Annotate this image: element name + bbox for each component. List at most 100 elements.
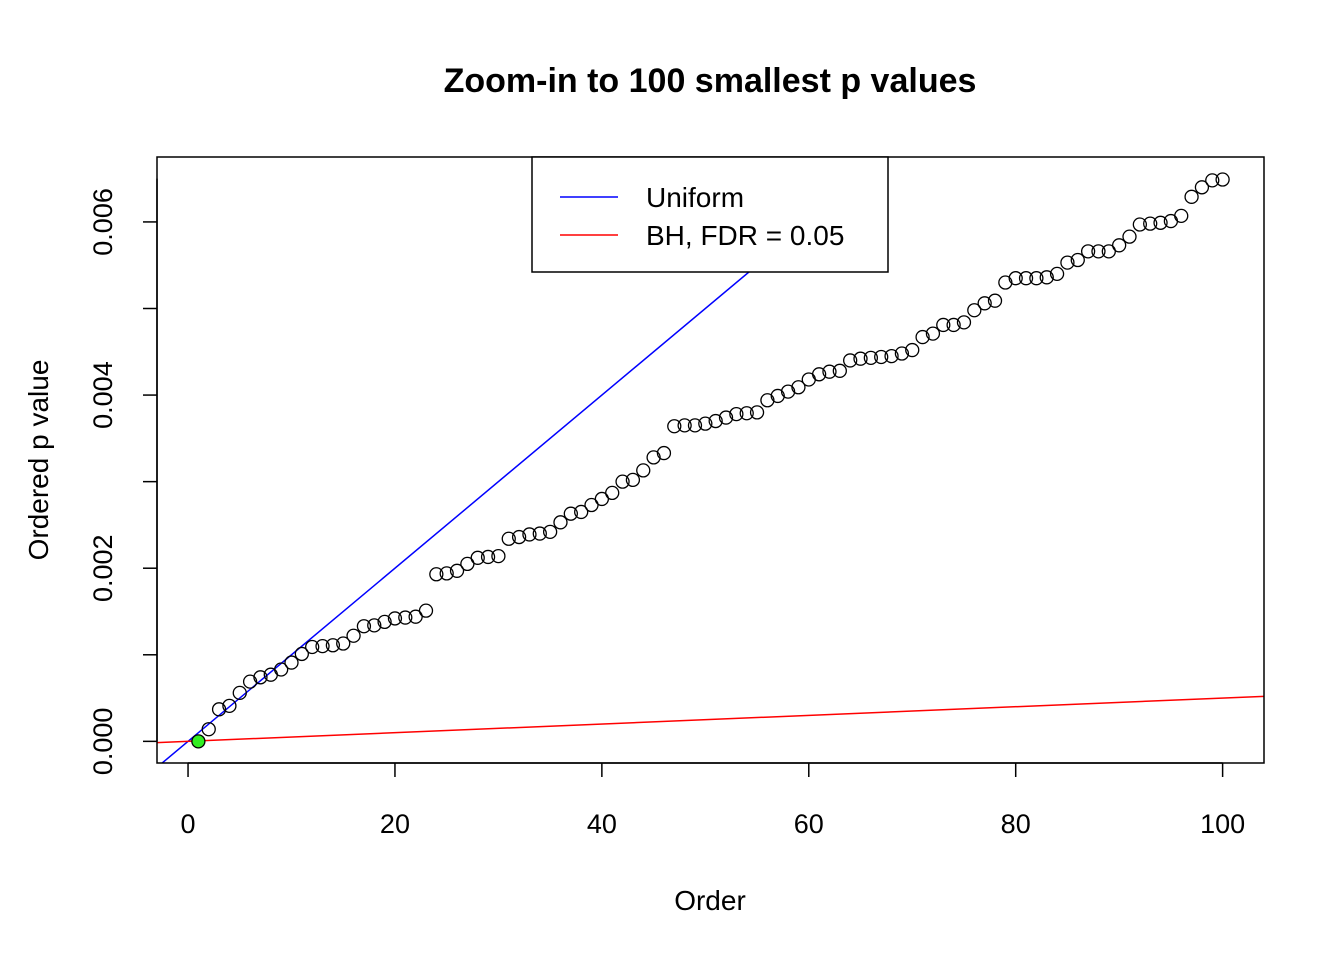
data-point xyxy=(863,350,879,365)
data-point xyxy=(791,380,806,395)
data-point xyxy=(356,619,372,634)
data-point xyxy=(305,639,320,655)
data-point xyxy=(511,529,527,545)
legend-label-bh: BH, FDR = 0.05 xyxy=(646,220,844,251)
data-point xyxy=(449,563,465,578)
data-point xyxy=(894,346,910,361)
y-axis-label: Ordered p value xyxy=(23,360,54,561)
data-point xyxy=(460,556,475,572)
highlighted-point xyxy=(191,734,206,749)
data-point xyxy=(1153,215,1168,230)
x-tick-label: 100 xyxy=(1200,809,1245,839)
data-point xyxy=(718,410,734,425)
data-point xyxy=(708,413,723,429)
data-point xyxy=(542,524,558,540)
data-point xyxy=(925,326,941,341)
data-point xyxy=(832,363,847,378)
data-point xyxy=(584,497,599,513)
data-point xyxy=(1132,217,1148,232)
data-point xyxy=(1143,216,1158,231)
data-point xyxy=(1008,271,1023,286)
data-point xyxy=(615,474,630,489)
data-point xyxy=(532,526,547,541)
data-point xyxy=(1112,238,1127,253)
x-tick-label: 20 xyxy=(380,809,410,839)
uniform-line xyxy=(161,157,888,763)
x-tick-label: 60 xyxy=(794,809,824,839)
data-point xyxy=(749,405,765,420)
data-point xyxy=(242,674,258,689)
data-point xyxy=(470,550,485,565)
x-tick-label: 40 xyxy=(587,809,617,839)
data-point xyxy=(315,638,330,654)
x-tick-label: 80 xyxy=(1001,809,1031,839)
data-point xyxy=(729,406,744,422)
data-point xyxy=(325,638,341,653)
data-point xyxy=(1174,208,1189,224)
x-axis-label: Order xyxy=(674,885,746,916)
legend-box xyxy=(531,156,889,273)
x-tick-label: 0 xyxy=(181,809,196,839)
data-point xyxy=(801,372,816,387)
data-point xyxy=(967,303,982,318)
data-point xyxy=(843,353,858,368)
data-point xyxy=(656,445,672,461)
data-point xyxy=(987,293,1003,308)
data-point xyxy=(222,698,237,714)
data-point xyxy=(687,418,703,433)
data-point xyxy=(1029,271,1044,286)
data-point xyxy=(811,367,827,382)
data-point xyxy=(605,485,620,501)
data-point xyxy=(874,349,889,365)
data-point xyxy=(284,655,299,670)
data-point xyxy=(211,702,227,717)
data-point xyxy=(491,548,506,564)
data-point xyxy=(439,566,454,581)
data-point xyxy=(480,549,496,565)
data-point xyxy=(677,418,692,433)
data-point xyxy=(698,416,713,431)
data-point xyxy=(273,662,289,677)
data-point xyxy=(936,317,951,333)
data-point xyxy=(1122,229,1137,244)
data-point xyxy=(946,317,961,333)
x-axis: 0 20 40 60 80 100 xyxy=(181,762,1245,839)
reference-lines xyxy=(157,157,1264,763)
data-point xyxy=(1018,271,1034,286)
data-point xyxy=(998,275,1013,290)
data-point xyxy=(1080,244,1096,259)
data-point xyxy=(574,504,589,520)
data-point xyxy=(1215,172,1230,187)
data-point xyxy=(253,670,268,685)
data-point xyxy=(563,506,578,521)
data-point xyxy=(667,419,682,434)
data-point xyxy=(501,531,516,546)
legend: Uniform BH, FDR = 0.05 xyxy=(531,156,889,273)
data-point xyxy=(1039,270,1054,285)
data-point xyxy=(739,406,754,421)
data-point xyxy=(1184,189,1199,204)
data-point xyxy=(884,348,899,364)
data-point xyxy=(377,614,392,630)
data-point xyxy=(780,384,796,399)
data-point xyxy=(646,450,661,465)
y-tick-label: 0.004 xyxy=(88,361,118,429)
data-point xyxy=(418,603,434,618)
data-point xyxy=(625,472,641,488)
data-point xyxy=(915,329,930,345)
bh-line xyxy=(157,695,1264,744)
data-point xyxy=(398,610,413,625)
y-tick-label: 0.006 xyxy=(88,188,118,256)
y-axis: 0.000 0.002 0.004 0.006 xyxy=(88,178,158,775)
y-tick-label: 0.002 xyxy=(88,534,118,602)
data-point xyxy=(905,342,920,358)
data-point xyxy=(336,636,351,651)
data-point xyxy=(636,463,651,478)
data-point xyxy=(956,315,972,330)
legend-label-uniform: Uniform xyxy=(646,182,744,213)
data-point xyxy=(367,618,382,633)
data-point xyxy=(346,628,361,643)
chart-title: Zoom-in to 100 smallest p values xyxy=(444,62,977,100)
data-point xyxy=(770,388,785,404)
